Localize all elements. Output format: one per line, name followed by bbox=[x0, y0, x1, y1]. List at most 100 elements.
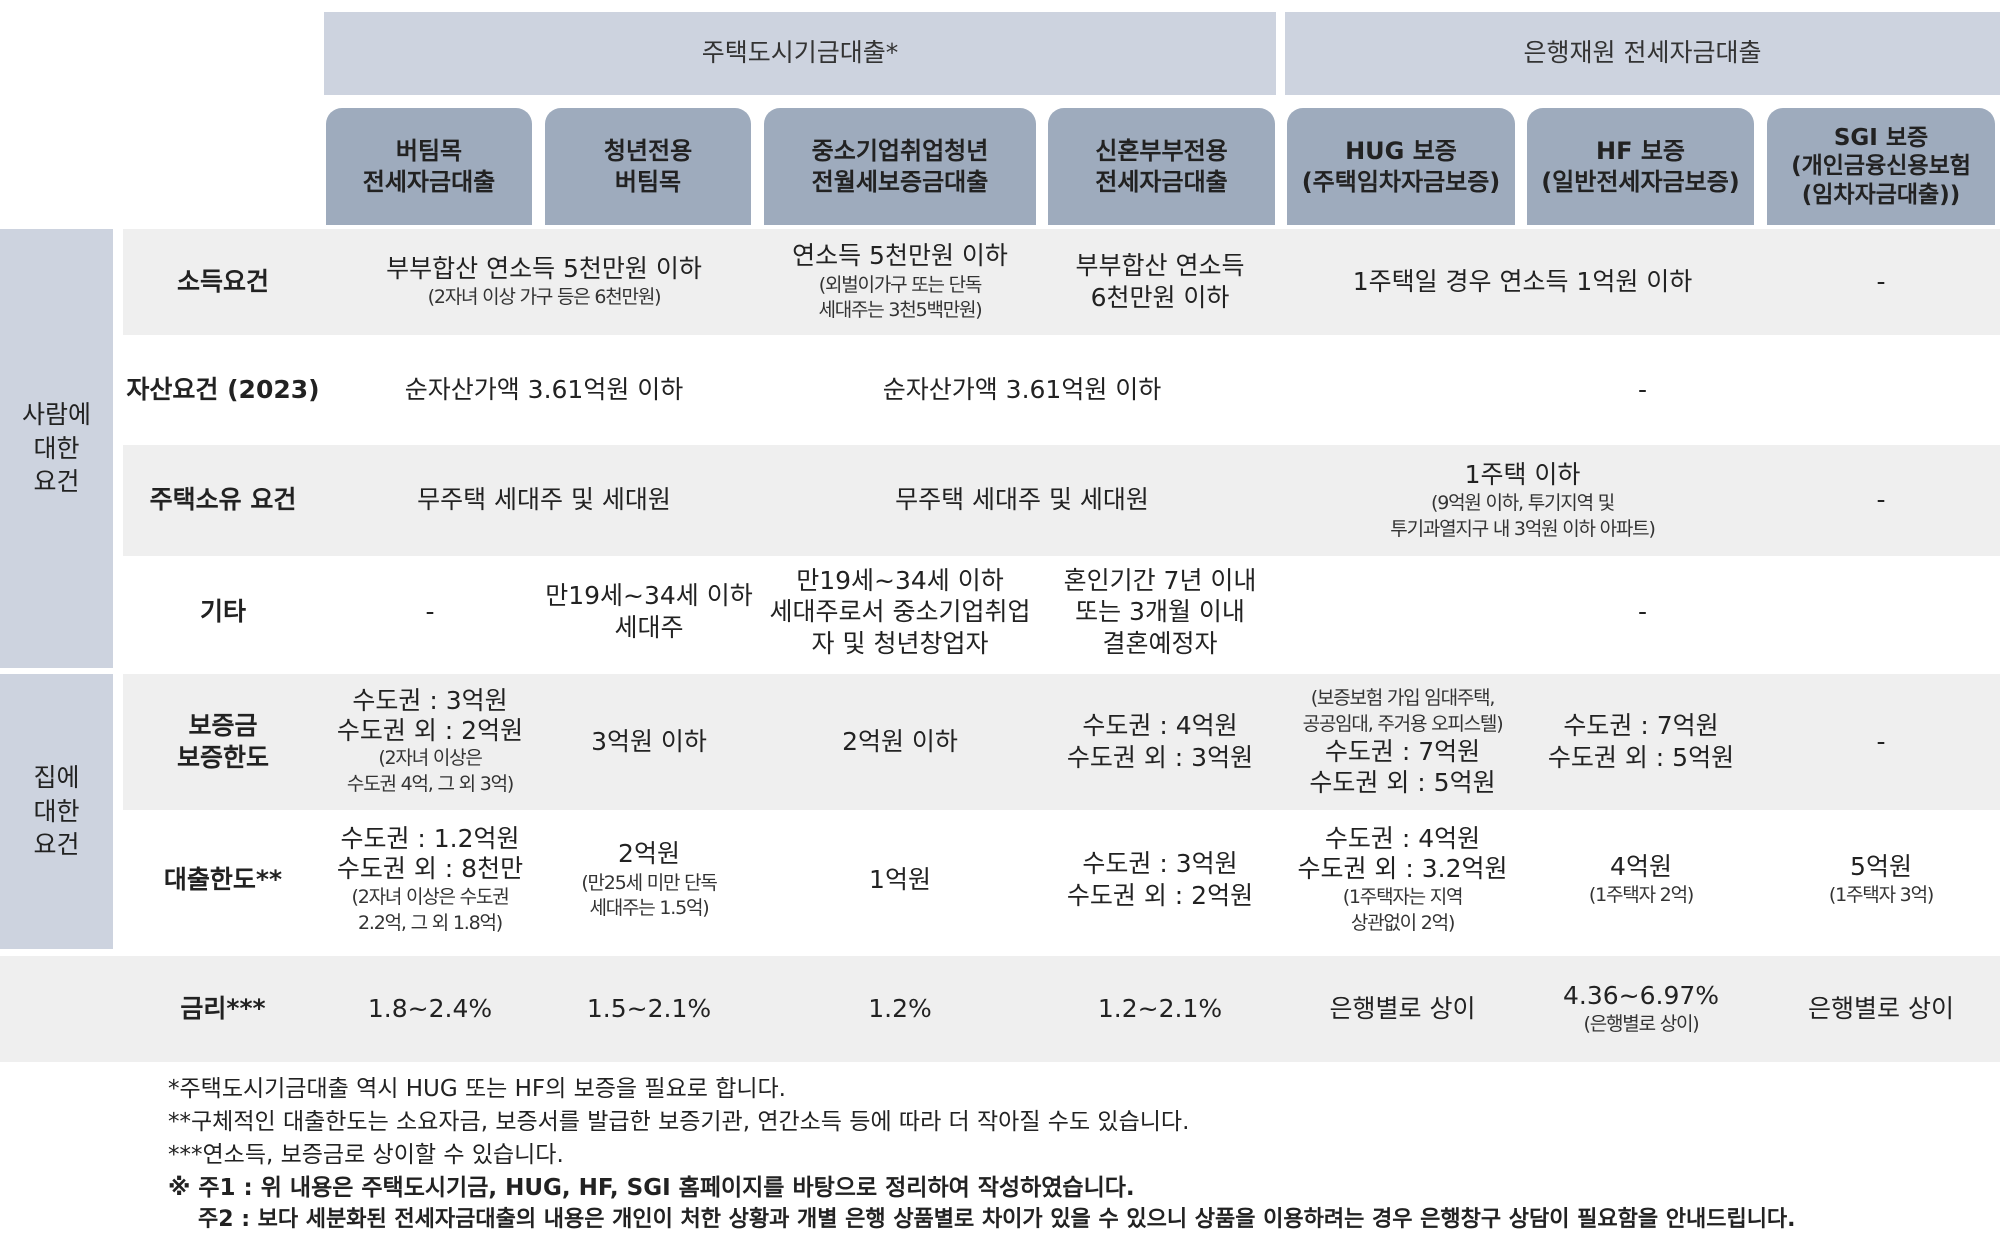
loan-limit-line: 수도권 : 3억원 bbox=[1082, 848, 1238, 878]
ownership-c3-c4: 무주택 세대주 및 세대원 bbox=[764, 445, 1280, 556]
loan-limit-main: 4억원 bbox=[1610, 851, 1672, 881]
ownership-value: 무주택 세대주 및 세대원 bbox=[895, 485, 1149, 515]
column-header-line: 신혼부부전용 bbox=[1095, 136, 1228, 165]
row-label-text: 대출한도** bbox=[163, 864, 283, 894]
loan-limit-c6: 4억원 (1주택자 2억) bbox=[1522, 810, 1760, 950]
rate-main: 4.36~6.97% bbox=[1562, 980, 1720, 1010]
column-header-line: HF 보증 bbox=[1596, 136, 1685, 165]
rate-c6: 4.36~6.97% (은행별로 상이) bbox=[1522, 956, 1760, 1062]
loan-limit-main: 2억원 bbox=[618, 839, 680, 869]
rate-value: 1.2% bbox=[868, 993, 932, 1023]
income-sub: (외벌이가구 또는 단독 bbox=[818, 273, 983, 296]
loan-limit-sub: (1주택자는 지역 bbox=[1342, 885, 1464, 908]
other-line: 결혼예정자 bbox=[1102, 628, 1218, 658]
deposit-c7: - bbox=[1762, 674, 2000, 810]
group-header-bank-fund-text: 은행재원 전세자금대출 bbox=[1523, 38, 1762, 68]
income-line: 6천만원 이하 bbox=[1090, 283, 1230, 312]
deposit-main: 수도권 : 7억원 bbox=[1324, 737, 1481, 767]
ownership-c1-c2: 무주택 세대주 및 세대원 bbox=[324, 445, 764, 556]
column-header-line: 전월세보증금대출 bbox=[811, 167, 989, 196]
other-line: 만19세~34세 이하 bbox=[796, 566, 1004, 596]
loan-limit-sub: (1주택자 2억) bbox=[1588, 884, 1694, 907]
asset-value: 순자산가액 3.61억원 이하 bbox=[404, 374, 684, 404]
column-header-line: HUG 보증 bbox=[1345, 136, 1457, 165]
note-1: ※ 주1 : 위 내용은 주택도시기금, HUG, HF, SGI 홈페이지를 … bbox=[168, 1175, 1135, 1201]
deposit-c4: 수도권 : 4억원 수도권 외 : 3억원 bbox=[1040, 674, 1280, 810]
rate-c2: 1.5~2.1% bbox=[540, 956, 758, 1062]
loan-limit-main: 수도권 : 4억원 bbox=[1324, 823, 1481, 853]
side-label-house: 집에 대한 요건 bbox=[0, 674, 113, 949]
column-header-sgi: SGI 보증 (개인금융신용보험 (임차자금대출)) bbox=[1767, 108, 1995, 225]
row-label-text: 금리*** bbox=[180, 993, 266, 1023]
column-header-line: (임차자금대출)) bbox=[1801, 181, 1961, 208]
footnote-3: ***연소득, 보증금로 상이할 수 있습니다. bbox=[168, 1142, 564, 1168]
row-band-income bbox=[123, 229, 2000, 335]
row-label-deposit: 보증금 보증한도 bbox=[123, 674, 323, 810]
column-header-beotimmok: 버팀목 전세자금대출 bbox=[326, 108, 532, 225]
loan-limit-sub: (2자녀 이상은 수도권 bbox=[351, 885, 509, 908]
deposit-main: 수도권 외 : 2억원 bbox=[336, 716, 524, 746]
rate-c1: 1.8~2.4% bbox=[324, 956, 536, 1062]
income-dash: - bbox=[1876, 266, 1886, 296]
loan-limit-main: 수도권 외 : 3.2억원 bbox=[1297, 854, 1508, 884]
rate-c5: 은행별로 상이 bbox=[1285, 956, 1520, 1062]
deposit-line: 수도권 : 7억원 bbox=[1563, 710, 1719, 740]
deposit-line: 수도권 : 4억원 bbox=[1082, 710, 1238, 740]
column-header-hug: HUG 보증 (주택임차자금보증) bbox=[1287, 108, 1515, 225]
loan-limit-c5: 수도권 : 4억원 수도권 외 : 3.2억원 (1주택자는 지역 상관없이 2… bbox=[1285, 810, 1520, 950]
other-c4: 혼인기간 7년 이내 또는 3개월 이내 결혼예정자 bbox=[1040, 556, 1280, 668]
other-c3: 만19세~34세 이하 세대주로서 중소기업취업 자 및 청년창업자 bbox=[762, 556, 1038, 668]
ownership-sub: (9억원 이하, 투기지역 및 bbox=[1431, 492, 1615, 515]
deposit-main: 수도권 : 3억원 bbox=[352, 686, 508, 716]
other-line: 또는 3개월 이내 bbox=[1075, 597, 1245, 627]
other-line: 자 및 청년창업자 bbox=[811, 628, 989, 658]
column-header-line: 전세자금대출 bbox=[1095, 167, 1228, 196]
row-label-other: 기타 bbox=[123, 556, 323, 668]
side-label-line: 요건 bbox=[33, 830, 80, 860]
deposit-value: 2억원 이하 bbox=[842, 726, 958, 756]
rate-c7: 은행별로 상이 bbox=[1762, 956, 2000, 1062]
side-label-line: 대한 bbox=[33, 433, 80, 463]
side-label-line: 요건 bbox=[33, 467, 80, 497]
deposit-sub: 공공임대, 주거용 오피스텔) bbox=[1302, 712, 1504, 735]
column-header-line: (주택임차자금보증) bbox=[1301, 167, 1501, 196]
income-main: 부부합산 연소득 5천만원 이하 bbox=[386, 253, 702, 283]
other-c1: - bbox=[324, 556, 536, 668]
row-label-text: 주택소유 요건 bbox=[149, 485, 297, 515]
other-dash: - bbox=[425, 596, 435, 626]
deposit-sub: (보증보험 가입 임대주택, bbox=[1310, 686, 1496, 709]
note-2: 주2 : 보다 세분화된 전세자금대출의 내용은 개인이 처한 상황과 개별 은… bbox=[198, 1207, 1796, 1232]
group-header-bank-fund: 은행재원 전세자금대출 bbox=[1285, 12, 2000, 95]
loan-limit-c7: 5억원 (1주택자 3억) bbox=[1762, 810, 2000, 950]
other-line: 혼인기간 7년 이내 bbox=[1063, 566, 1257, 596]
deposit-sub: 수도권 4억, 그 외 3억) bbox=[346, 773, 514, 795]
income-c4: 부부합산 연소득 6천만원 이하 bbox=[1040, 229, 1280, 335]
other-c5-c7: - bbox=[1285, 556, 2000, 668]
ownership-c5-c6: 1주택 이하 (9억원 이하, 투기지역 및 투기과열지구 내 3억원 이하 아… bbox=[1285, 445, 1760, 556]
rate-value: 1.2~2.1% bbox=[1097, 993, 1223, 1023]
ownership-sub: 투기과열지구 내 3억원 이하 아파트) bbox=[1390, 517, 1656, 540]
deposit-dash: - bbox=[1876, 726, 1886, 756]
column-header-line: 청년전용 bbox=[603, 136, 693, 165]
column-header-newlywed: 신혼부부전용 전세자금대출 bbox=[1048, 108, 1275, 225]
income-c5-c6: 1주택일 경우 연소득 1억원 이하 bbox=[1285, 229, 1760, 335]
asset-c1-c2: 순자산가액 3.61억원 이하 bbox=[324, 335, 764, 445]
other-line: 만19세~34세 이하 bbox=[545, 580, 753, 610]
loan-limit-c4: 수도권 : 3억원 수도권 외 : 2억원 bbox=[1040, 810, 1280, 950]
column-header-line: 버팀목 bbox=[614, 167, 682, 196]
income-c7: - bbox=[1762, 229, 2000, 335]
loan-limit-c1: 수도권 : 1.2억원 수도권 외 : 8천만 (2자녀 이상은 수도권 2.2… bbox=[324, 810, 536, 950]
other-c2: 만19세~34세 이하 세대주 bbox=[540, 556, 758, 668]
rate-value: 은행별로 상이 bbox=[1329, 993, 1476, 1023]
column-header-line: 전세자금대출 bbox=[362, 167, 496, 196]
ownership-main: 1주택 이하 bbox=[1464, 459, 1581, 489]
column-header-line: SGI 보증 bbox=[1833, 125, 1929, 152]
row-band-rate bbox=[0, 956, 2000, 1062]
loan-limit-sub: 세대주는 1.5억) bbox=[589, 897, 709, 920]
other-dash: - bbox=[1637, 596, 1648, 626]
income-sub: (2자녀 이상 가구 등은 6천만원) bbox=[427, 286, 662, 309]
income-line: 1주택일 경우 연소득 1억원 이하 bbox=[1352, 266, 1693, 296]
row-label-loan-limit: 대출한도** bbox=[123, 810, 323, 950]
row-label-text: 기타 bbox=[199, 596, 246, 626]
deposit-line: 수도권 외 : 3억원 bbox=[1066, 743, 1254, 772]
